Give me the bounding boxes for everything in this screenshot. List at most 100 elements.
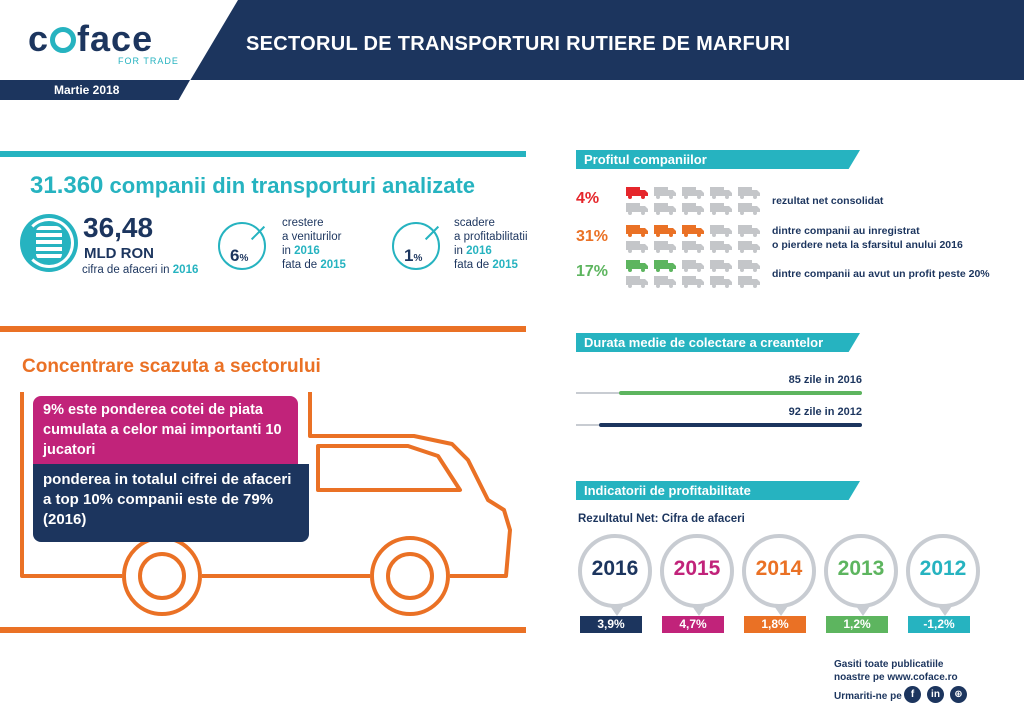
decline-year2: 2015 xyxy=(492,259,518,271)
truck-icon xyxy=(710,202,732,215)
truck-icon xyxy=(710,240,732,253)
growth-year2: 2015 xyxy=(320,259,346,271)
revenue-desc-text: cifra de afaceri in xyxy=(82,264,170,276)
logo-ring-icon xyxy=(50,27,77,53)
market-share-box: 9% este ponderea cotei de piata cumulata… xyxy=(33,396,298,464)
section-divider-companies xyxy=(0,151,526,157)
coin-stack-icon xyxy=(36,226,62,260)
growth-number: 6 xyxy=(230,246,240,265)
truck-icon xyxy=(710,224,732,237)
year-ratio-value: 3,9% xyxy=(580,616,642,633)
decline-number: 1 xyxy=(404,246,414,265)
collection-bar xyxy=(598,423,862,427)
growth-circle xyxy=(218,222,266,270)
revenue-value: 36,48 xyxy=(83,212,154,243)
revenue-unit: MLD RON xyxy=(84,245,154,262)
truck-icon xyxy=(626,240,648,253)
truck-icon xyxy=(654,259,676,272)
collection-section-header: Durata medie de colectare a creantelor xyxy=(576,333,860,352)
truck-icon xyxy=(626,259,648,272)
truck-icon xyxy=(738,275,760,288)
linkedin-icon[interactable]: in xyxy=(927,686,944,703)
globe-icon[interactable]: ⊕ xyxy=(950,686,967,703)
truck-icon xyxy=(682,275,704,288)
truck-icon xyxy=(710,186,732,199)
growth-value: 6% xyxy=(230,246,248,266)
truck-icon xyxy=(710,275,732,288)
profit-section-header: Profitul companiilor xyxy=(576,150,860,169)
profitability-section-header: Indicatorii de profitabilitate xyxy=(576,481,860,500)
collection-label: 85 zile in 2016 xyxy=(788,374,862,386)
companies-count-heading: 31.360 companii din transporturi analiza… xyxy=(30,172,475,200)
revenue-coins-icon xyxy=(20,214,78,272)
date-band: Martie 2018 xyxy=(0,80,190,100)
truck-icon xyxy=(654,186,676,199)
truck-icon xyxy=(738,240,760,253)
profit-label-line1: dintre companii au inregistrat xyxy=(772,225,920,237)
decline-year1: 2016 xyxy=(466,245,492,257)
companies-count: 31.360 xyxy=(30,172,104,199)
revenue-description: cifra de afaceri in 2016 xyxy=(82,264,198,276)
companies-count-label: companii din transporturi analizate xyxy=(109,173,476,198)
section-divider-concentration xyxy=(0,326,526,332)
decline-vs-label: fata de xyxy=(454,259,490,271)
truck-icon xyxy=(626,275,648,288)
year-pin-circle xyxy=(660,534,734,616)
truck-icon xyxy=(710,259,732,272)
growth-year1: 2016 xyxy=(294,245,320,257)
truck-icon xyxy=(738,224,760,237)
profit-percent: 31% xyxy=(576,228,609,245)
year-ratio-value: 4,7% xyxy=(662,616,724,633)
footer-line2-prefix: noastre pe xyxy=(834,672,885,683)
truck-icon xyxy=(654,202,676,215)
truck-icon xyxy=(626,186,648,199)
top-companies-box: ponderea in totalul cifrei de afaceri a … xyxy=(33,464,309,542)
collection-bar xyxy=(618,391,862,395)
year-label: 2015 xyxy=(673,557,721,580)
year-pin-circle xyxy=(906,534,980,616)
section-divider-bottom xyxy=(0,627,526,633)
decline-line2: a profitabilitatii xyxy=(454,231,528,243)
profit-label-line2: o pierdere neta la sfarsitul anului 2016 xyxy=(772,239,963,251)
truck-icon xyxy=(682,186,704,199)
growth-unit: % xyxy=(239,253,249,264)
profit-label: dintre companii au inregistrat o pierdere… xyxy=(772,224,963,252)
truck-icon xyxy=(654,275,676,288)
decline-unit: % xyxy=(413,253,423,264)
publication-date: Martie 2018 xyxy=(54,83,120,97)
year-label: 2013 xyxy=(837,557,885,580)
coface-logo[interactable]: c face xyxy=(28,18,154,59)
profit-percent: 17% xyxy=(576,263,609,280)
growth-vs-label: fata de xyxy=(282,259,318,271)
year-pin-circle xyxy=(578,534,652,616)
decline-circle xyxy=(392,222,440,270)
profit-label: dintre companii au avut un profit peste … xyxy=(772,267,990,281)
page-title: SECTORUL DE TRANSPORTURI RUTIERE DE MARF… xyxy=(246,33,791,55)
decline-in-label: in xyxy=(454,245,463,257)
profit-percent: 4% xyxy=(576,190,600,207)
net-ratio-subtitle: Rezultatul Net: Cifra de afaceri xyxy=(578,513,745,525)
logo-tagline: FOR TRADE xyxy=(118,56,179,66)
logo-area: c face FOR TRADE xyxy=(0,0,238,80)
year-label: 2016 xyxy=(591,557,639,580)
decline-description: scadere a profitabilitatii in 2016 fata … xyxy=(454,216,528,272)
year-ratio-value: -1,2% xyxy=(908,616,970,633)
follow-label: Urmariti-ne pe xyxy=(834,691,902,702)
cycle-arrow-icon xyxy=(24,218,74,268)
decline-value: 1% xyxy=(404,246,422,266)
collection-label: 92 zile in 2012 xyxy=(788,406,862,418)
year-ratio-value: 1,8% xyxy=(744,616,806,633)
footer-line1: Gasiti toate publicatiile xyxy=(834,659,944,670)
truck-icon xyxy=(682,202,704,215)
facebook-icon[interactable]: f xyxy=(904,686,921,703)
website-link[interactable]: www.coface.ro xyxy=(887,672,958,683)
growth-in-label: in xyxy=(282,245,291,257)
year-pin-circle xyxy=(742,534,816,616)
truck-icon xyxy=(654,224,676,237)
decline-line1: scadere xyxy=(454,217,495,229)
growth-line2: a veniturilor xyxy=(282,231,342,243)
year-pin-circle xyxy=(824,534,898,616)
truck-icon xyxy=(738,259,760,272)
revenue-year: 2016 xyxy=(172,264,199,276)
profit-label: rezultat net consolidat xyxy=(772,194,883,208)
